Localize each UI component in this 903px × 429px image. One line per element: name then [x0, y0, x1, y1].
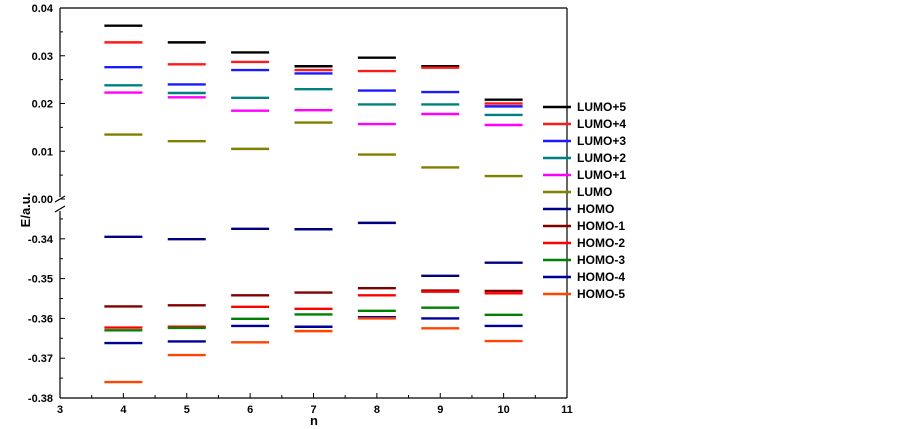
y-tick-label: -0.34: [28, 234, 54, 246]
y-tick-label: 0.03: [32, 51, 53, 63]
y-tick-label: 0.02: [32, 99, 53, 111]
y-tick-label: 0.01: [32, 146, 53, 158]
legend-label-lumoplus3: LUMO+3: [577, 134, 626, 148]
x-axis: 3 4 5 6 7 8 9 10 11: [57, 393, 573, 416]
legend-label-lumo: LUMO: [577, 185, 612, 199]
x-tick-label: 6: [247, 404, 253, 416]
legend-label-homo-5: HOMO-5: [577, 287, 625, 301]
legend-label-lumoplus1: LUMO+1: [577, 168, 626, 182]
legend-label-homo: HOMO: [577, 202, 614, 216]
y-tick-label: -0.38: [28, 393, 53, 405]
y-tick-label: -0.37: [28, 353, 53, 365]
x-tick-label: 11: [561, 404, 573, 416]
y-tick-label: 0.00: [32, 194, 53, 206]
y-tick-label: -0.35: [28, 274, 53, 286]
x-tick-label: 7: [310, 404, 316, 416]
legend-label-homo-2: HOMO-2: [577, 236, 625, 250]
legend-label-lumoplus2: LUMO+2: [577, 151, 626, 165]
legend-label-homo-4: HOMO-4: [577, 270, 625, 284]
legend-label-homo-1: HOMO-1: [577, 219, 625, 233]
data-marks: [104, 24, 523, 384]
legend-label-homo-3: HOMO-3: [577, 253, 625, 267]
y-tick-label: -0.36: [28, 313, 53, 325]
x-tick-label: 8: [374, 404, 380, 416]
x-tick-label: 5: [184, 404, 190, 416]
legend: LUMO+5 LUMO+4 LUMO+3 LUMO+2 LUMO+1 LUMO HOMO HO…: [543, 100, 626, 301]
y-axis-label: E/a.u.: [18, 193, 33, 228]
x-tick-label: 4: [120, 404, 127, 416]
x-tick-label: 3: [57, 404, 63, 416]
x-tick-label: 9: [437, 404, 443, 416]
x-axis-label: n: [310, 413, 318, 428]
y-axis: 0.00 0.01 0.02 0.03 0.04 -0.34 -0.35 -0.36 -0.37…: [28, 3, 66, 405]
y-tick-label: 0.04: [32, 3, 54, 15]
legend-label-lumoplus5: LUMO+5: [577, 100, 626, 114]
axis-break-mark: [54, 205, 66, 213]
legend-label-lumoplus4: LUMO+4: [577, 117, 626, 131]
x-tick-label: 10: [498, 404, 510, 416]
